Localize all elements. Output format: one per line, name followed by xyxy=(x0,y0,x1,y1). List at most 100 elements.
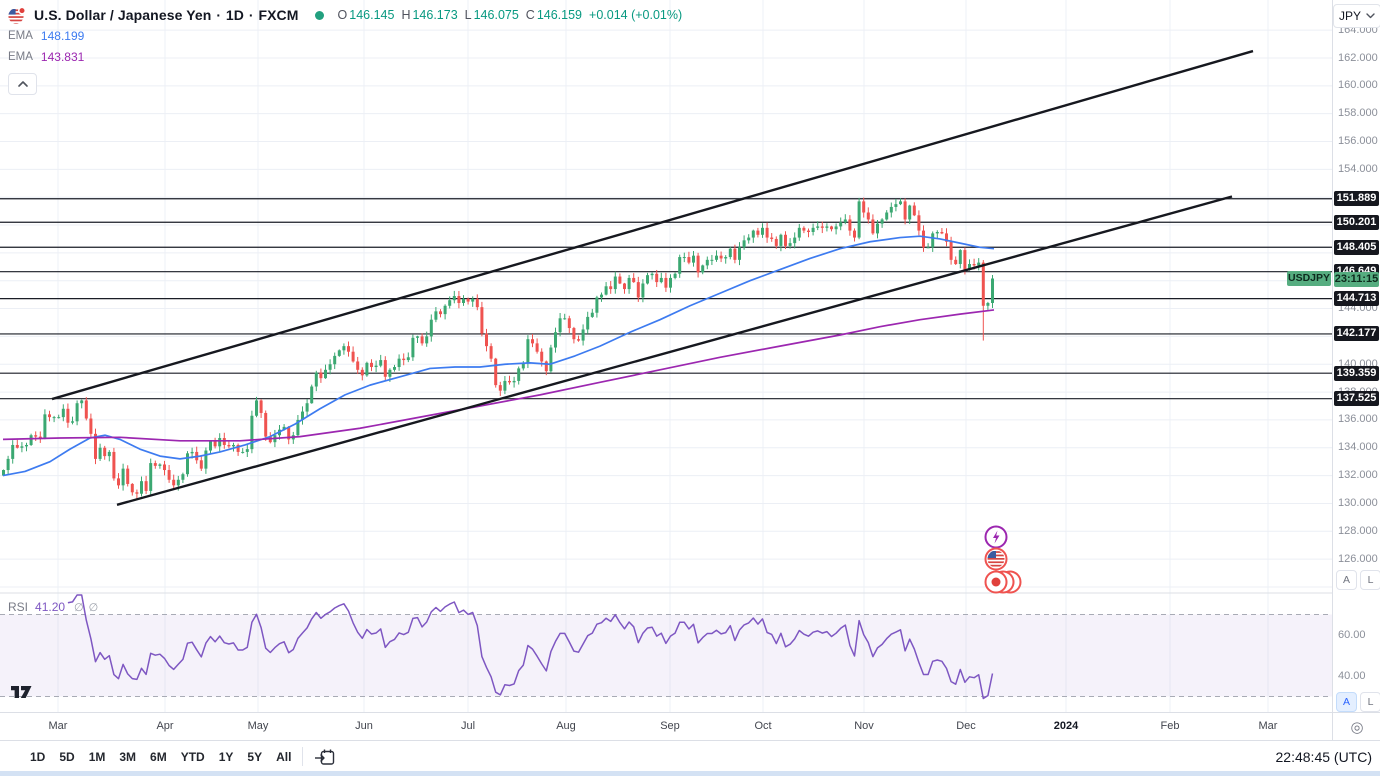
time-axis-label: Jul xyxy=(460,720,476,732)
log-scale-button[interactable]: L xyxy=(1360,570,1380,590)
price-tick-label: 128.000 xyxy=(1338,524,1378,537)
rsi-log-scale-button[interactable]: L xyxy=(1360,692,1380,712)
utc-clock[interactable]: 22:48:45 (UTC) xyxy=(1275,748,1372,765)
price-gridlines xyxy=(0,29,1332,588)
market-status-dot[interactable] xyxy=(314,10,324,20)
rsi-line xyxy=(67,594,994,700)
rsi-legend[interactable]: RSI 41.20 ∅ ∅ xyxy=(8,600,103,614)
open-value: 146.145 xyxy=(349,8,395,22)
rsi-label: RSI xyxy=(8,600,29,614)
rsi-tick-60: 60.00 xyxy=(1338,629,1366,641)
change-value: +0.014 (+0.01%) xyxy=(589,8,683,22)
tradingview-logo-icon xyxy=(11,686,32,698)
price-tick-label: 130.000 xyxy=(1338,496,1378,509)
ema-legend-row[interactable]: EMA 148.199 xyxy=(8,26,682,46)
price-tick-label: 132.000 xyxy=(1338,469,1378,482)
japan-economic-events-icon[interactable] xyxy=(983,569,1043,595)
range-button-ytd[interactable]: YTD xyxy=(180,749,205,764)
time-axis-label: 2024 xyxy=(1053,720,1079,732)
level-price-chip: 148.405 xyxy=(1334,239,1379,255)
currency-dropdown[interactable]: JPY xyxy=(1333,4,1380,28)
time-axis-label: Mar xyxy=(1258,720,1278,732)
level-price-chip: 137.525 xyxy=(1334,391,1379,407)
chevron-down-icon xyxy=(1366,13,1375,19)
ema-blue-line xyxy=(2,235,995,477)
price-tick-label: 160.000 xyxy=(1338,79,1378,92)
time-axis-label: Feb xyxy=(1160,720,1180,732)
price-tick-label: 158.000 xyxy=(1338,107,1378,120)
ema-indicator-name: EMA xyxy=(8,51,33,63)
price-tick-label: 162.000 xyxy=(1338,51,1378,64)
rsi-tick-40: 40.00 xyxy=(1338,670,1366,682)
time-axis-label: May xyxy=(247,720,269,732)
bottom-accent-strip xyxy=(0,771,1380,776)
go-to-date-icon[interactable] xyxy=(314,747,336,767)
high-value: 146.173 xyxy=(412,8,458,22)
high-label: H xyxy=(401,8,411,22)
price-tick-label: 154.000 xyxy=(1338,162,1378,175)
time-axis-label: Oct xyxy=(754,720,772,732)
time-axis-label: Mar xyxy=(48,720,68,732)
time-axis-label: Aug xyxy=(556,720,576,732)
price-tick-label: 126.000 xyxy=(1338,552,1378,565)
currency-label: JPY xyxy=(1338,9,1361,23)
time-axis[interactable]: Mar Apr May Jun Jul Aug Sep Oct Nov Dec 2024 Feb Mar… xyxy=(0,712,1380,741)
range-button-6m[interactable]: 6M xyxy=(150,749,167,764)
symbol-title[interactable]: U.S. Dollar / Japanese Yen xyxy=(34,7,212,23)
time-axis-label: Sep xyxy=(660,720,680,732)
candlestick-chart[interactable] xyxy=(0,0,1332,712)
auto-scale-button[interactable]: A xyxy=(1336,570,1357,590)
chart-legend: U.S. Dollar / Japanese Yen · 1D · FXCM O… xyxy=(8,5,682,95)
range-button-1m[interactable]: 1M xyxy=(88,749,106,764)
level-price-chip: 142.177 xyxy=(1334,326,1379,342)
candles xyxy=(2,197,994,500)
rsi-empty-arg: ∅ xyxy=(88,601,99,614)
level-price-chip: 150.201 xyxy=(1334,214,1379,230)
instrument-settings-icon: ◎ xyxy=(1350,719,1364,736)
range-button-all[interactable]: All xyxy=(276,749,292,764)
ema-blue-value: 148.199 xyxy=(40,29,85,43)
tradingview-logo[interactable] xyxy=(10,683,40,705)
time-axis-label: Apr xyxy=(156,720,174,732)
range-button-5y[interactable]: 5Y xyxy=(247,749,263,764)
open-label: O xyxy=(337,8,348,22)
price-tick-label: 134.000 xyxy=(1338,441,1378,454)
rsi-band xyxy=(0,614,1332,697)
ema-purple-line xyxy=(2,309,995,442)
timeframe-label[interactable]: 1D xyxy=(225,7,244,23)
range-button-5d[interactable]: 5D xyxy=(59,749,75,764)
price-axis[interactable]: JPY 126.000 128.000 130.000 132.000 134.000 1… xyxy=(1332,0,1380,712)
collapse-legend-button[interactable] xyxy=(8,73,37,95)
rsi-scale-buttons: A L xyxy=(1336,692,1380,712)
range-button-3m[interactable]: 3M xyxy=(119,749,137,764)
low-label: L xyxy=(464,8,472,22)
lower-trendline xyxy=(116,195,1233,506)
axis-settings-corner[interactable]: ◎ xyxy=(1332,713,1380,741)
rsi-value: 41.20 xyxy=(35,600,66,614)
range-button-1y[interactable]: 1Y xyxy=(218,749,234,764)
price-tick-label: 136.000 xyxy=(1338,413,1378,426)
low-value: 146.075 xyxy=(473,8,519,22)
bottom-toolbar: 1D 5D 1M 3M 6M YTD 1Y 5Y All 22:48:45 (UTC) xyxy=(0,740,1380,772)
date-range-buttons: 1D 5D 1M 3M 6M YTD 1Y 5Y All xyxy=(30,750,291,764)
ema-legend-row[interactable]: EMA 143.831 xyxy=(8,47,682,67)
time-axis-label: Nov xyxy=(854,720,874,732)
range-button-1d[interactable]: 1D xyxy=(30,749,46,764)
ema-purple-value: 143.831 xyxy=(40,50,85,64)
us-economic-event-icon[interactable] xyxy=(983,546,1043,572)
close-label: C xyxy=(525,8,535,22)
price-tick-label: 156.000 xyxy=(1338,135,1378,148)
close-value: 146.159 xyxy=(536,8,583,22)
time-axis-label: Jun xyxy=(355,720,373,732)
currency-pair-icon xyxy=(8,6,26,24)
exchange-label[interactable]: FXCM xyxy=(258,7,299,23)
upper-trendline xyxy=(51,49,1254,401)
level-price-chip: 144.713 xyxy=(1334,291,1379,307)
level-price-chip: 139.359 xyxy=(1334,365,1379,381)
ema-indicator-name: EMA xyxy=(8,30,33,42)
rsi-auto-scale-button[interactable]: A xyxy=(1336,692,1357,712)
level-price-chip: 151.889 xyxy=(1334,191,1379,207)
title-separator: · xyxy=(245,7,258,23)
symbol-price-tag: USDJPY xyxy=(1287,271,1331,286)
